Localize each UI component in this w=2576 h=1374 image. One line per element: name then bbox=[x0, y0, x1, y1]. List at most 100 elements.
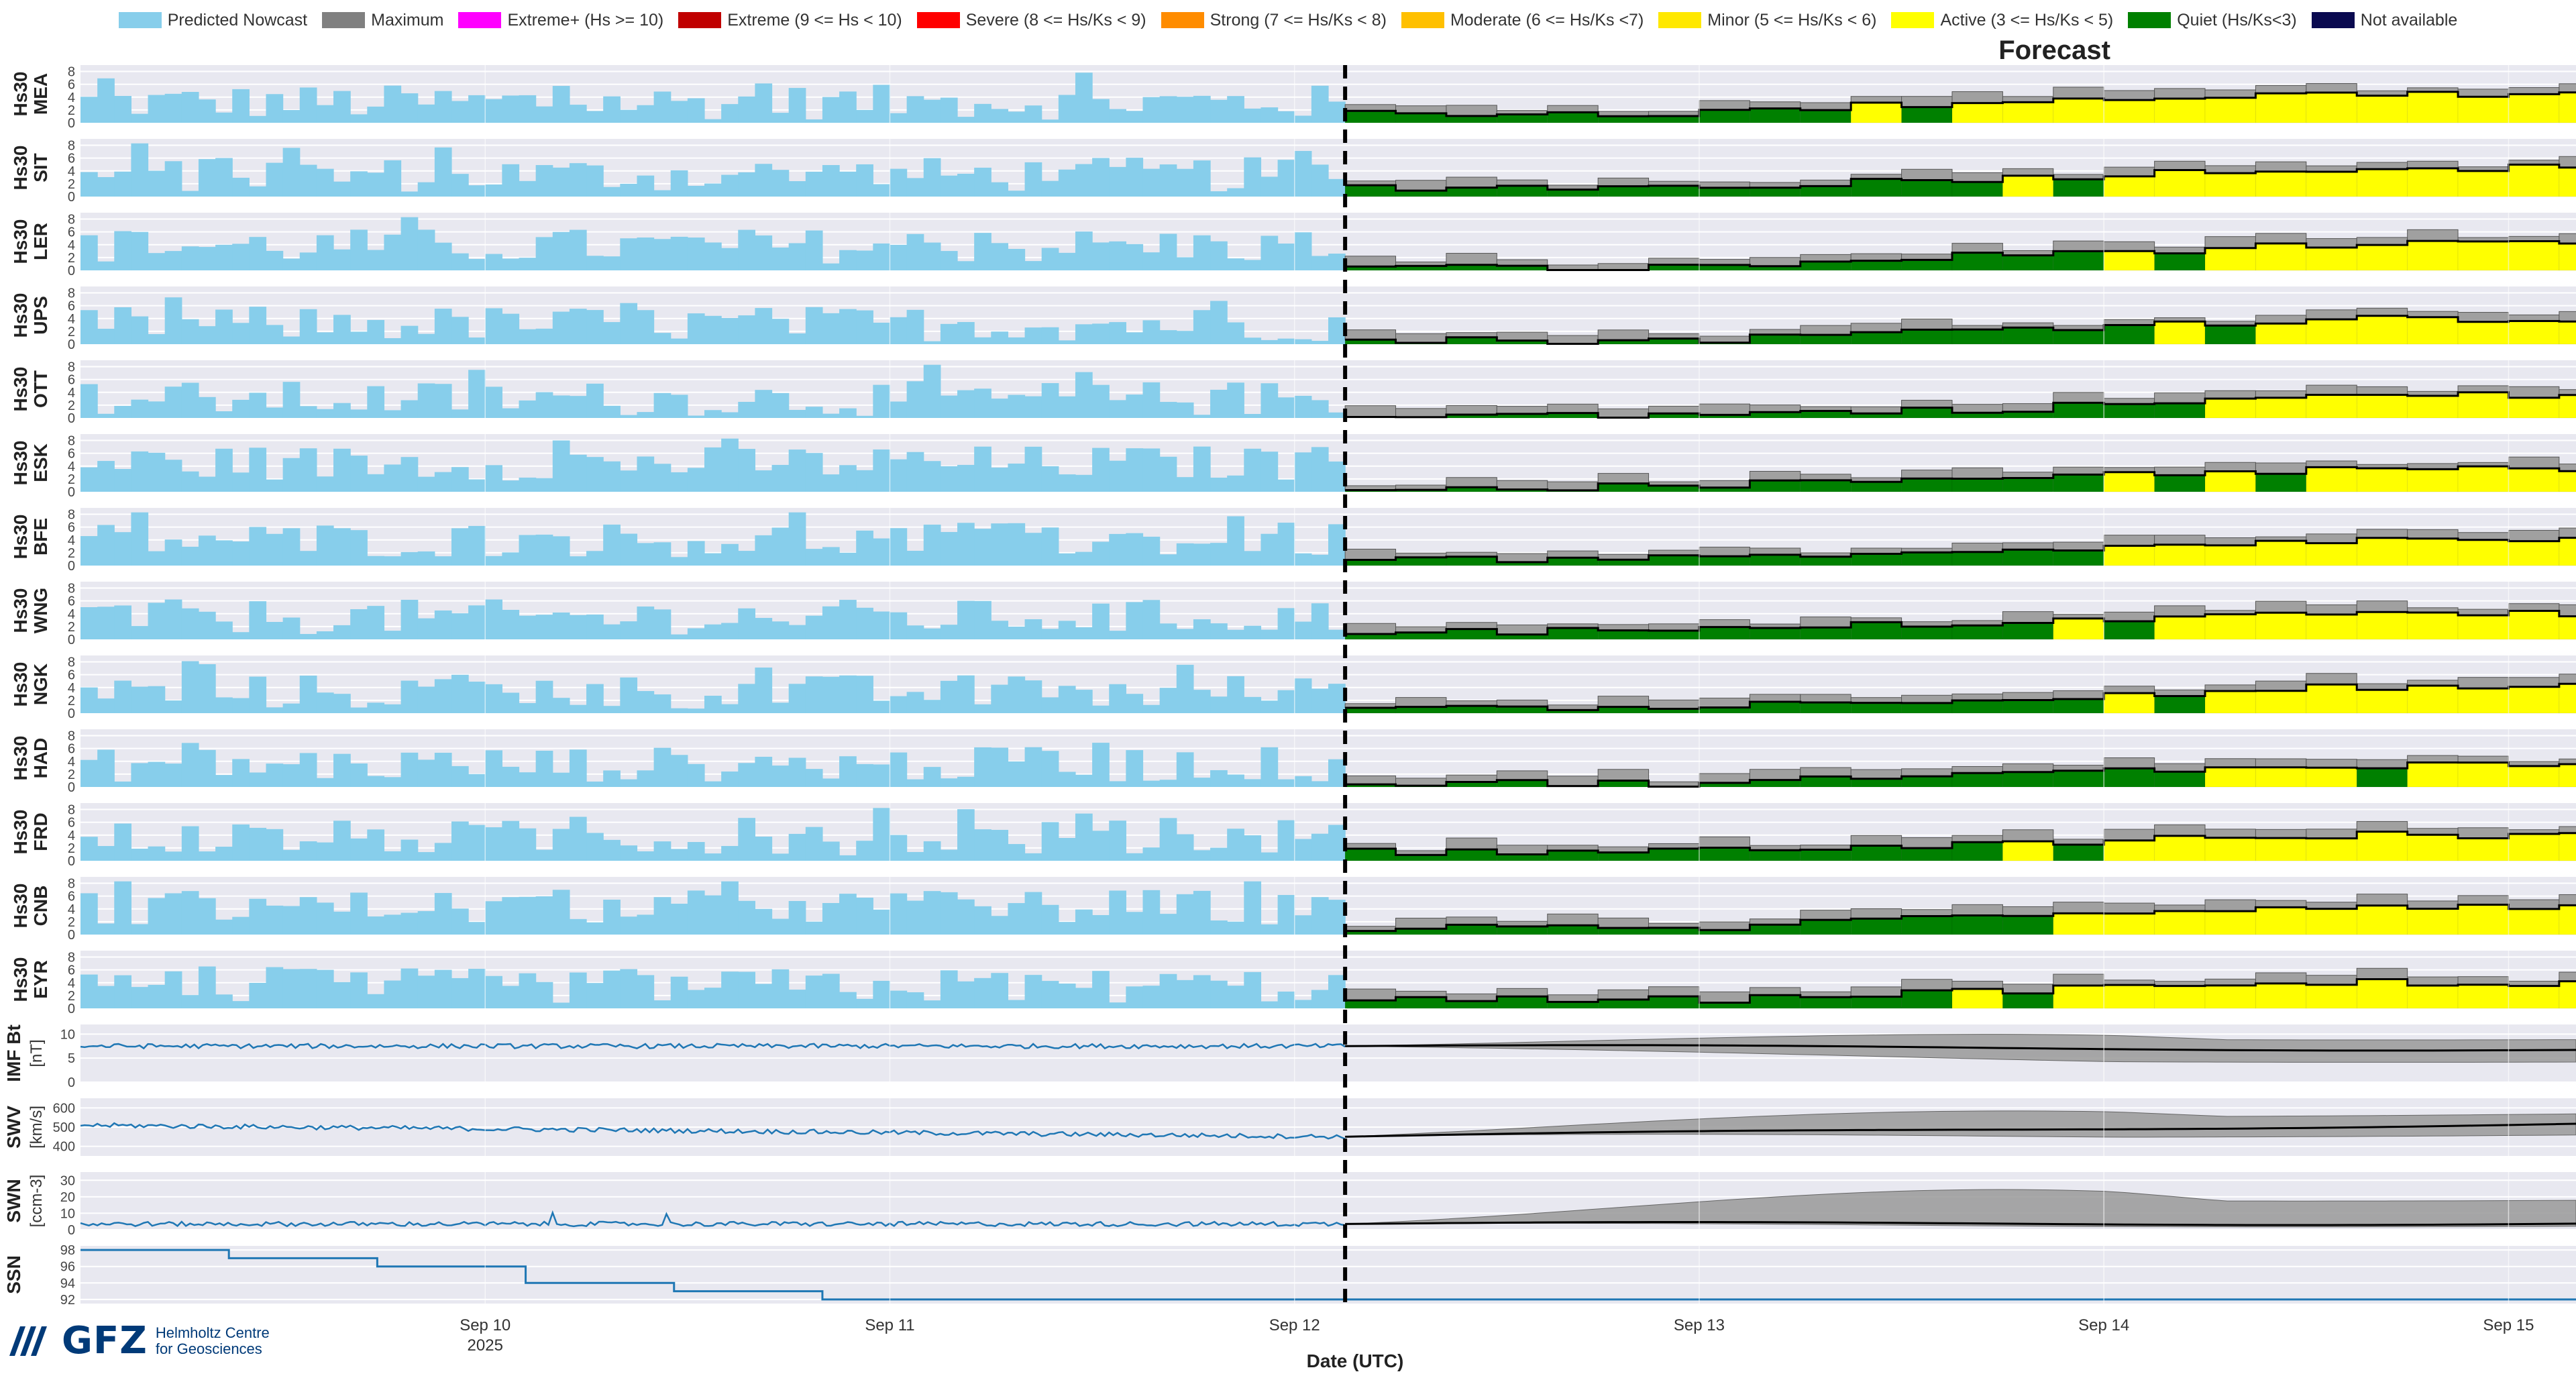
nowcast-bar bbox=[114, 823, 132, 861]
legend-item[interactable]: Extreme (9 <= Hs < 10) bbox=[678, 11, 902, 30]
nowcast-bar bbox=[788, 243, 806, 270]
nowcast-bar bbox=[198, 99, 216, 123]
forecast-bar bbox=[1901, 776, 1953, 788]
forecast-max-bar bbox=[1850, 908, 1902, 919]
legend-item[interactable]: Moderate (6 <= Hs/Ks <7) bbox=[1401, 11, 1644, 30]
legend-item[interactable]: Predicted Nowcast bbox=[118, 11, 307, 30]
forecast-max-bar bbox=[1951, 243, 2003, 254]
nowcast-bar bbox=[164, 893, 182, 935]
forecast-bar bbox=[1547, 557, 1599, 566]
forecast-bar bbox=[2306, 543, 2357, 566]
forecast-bar bbox=[1446, 556, 1497, 566]
nowcast-bar bbox=[873, 700, 891, 713]
nowcast-bar bbox=[653, 91, 672, 123]
nowcast-bar bbox=[1311, 833, 1329, 861]
nowcast-bar bbox=[148, 761, 166, 787]
nowcast-bar bbox=[873, 611, 891, 639]
nowcast-bar bbox=[266, 94, 284, 123]
forecast-bar bbox=[1597, 852, 1649, 861]
nowcast-bar bbox=[350, 114, 368, 123]
nowcast-bar bbox=[755, 470, 773, 492]
nowcast-bar bbox=[738, 608, 756, 639]
forecast-bar bbox=[1850, 918, 1902, 935]
legend-swatch bbox=[2311, 12, 2355, 28]
forecast-bar bbox=[1547, 924, 1599, 935]
nowcast-bar bbox=[215, 448, 233, 492]
legend-item[interactable]: Extreme+ (Hs >= 10) bbox=[458, 11, 663, 30]
legend-item[interactable]: Maximum bbox=[322, 11, 443, 30]
nowcast-bar bbox=[367, 106, 385, 123]
nowcast-bar bbox=[788, 833, 806, 861]
nowcast-bar bbox=[940, 395, 958, 418]
nowcast-bar bbox=[316, 692, 334, 713]
legend-swatch bbox=[118, 12, 162, 28]
y-axis-label: Hs30 bbox=[10, 884, 31, 929]
forecast-max-bar bbox=[1699, 921, 1750, 931]
nowcast-bar bbox=[485, 99, 502, 123]
nowcast-bar bbox=[738, 971, 756, 1008]
legend-item[interactable]: Not available bbox=[2311, 11, 2457, 30]
nowcast-bar bbox=[569, 229, 587, 270]
forecast-bar bbox=[1344, 848, 1396, 861]
nowcast-bar bbox=[1260, 533, 1279, 566]
y-tick-label: 98 bbox=[60, 1243, 75, 1258]
forecast-max-bar bbox=[1800, 254, 1851, 262]
y-axis-label: SWN bbox=[3, 1179, 24, 1222]
forecast-bar bbox=[1648, 848, 1700, 861]
nowcast-bar bbox=[552, 167, 570, 197]
legend-item[interactable]: Minor (5 <= Hs/Ks < 6) bbox=[1658, 11, 1876, 30]
forecast-bar bbox=[2559, 243, 2576, 271]
forecast-max-bar bbox=[1800, 910, 1851, 920]
nowcast-bar bbox=[451, 317, 469, 344]
nowcast-bar bbox=[535, 534, 553, 566]
forecast-max-bar bbox=[2457, 89, 2509, 97]
forecast-bar bbox=[2559, 537, 2576, 566]
nowcast-bar bbox=[282, 969, 301, 1008]
nowcast-bar bbox=[687, 708, 705, 713]
nowcast-bar bbox=[721, 845, 739, 861]
nowcast-bar bbox=[822, 97, 840, 123]
forecast-bar bbox=[2103, 984, 2155, 1009]
legend-item[interactable]: Quiet (Hs/Ks<3) bbox=[2128, 11, 2297, 30]
forecast-bar bbox=[1800, 776, 1851, 788]
nowcast-bar bbox=[384, 777, 402, 787]
forecast-max-bar bbox=[1446, 253, 1497, 266]
nowcast-bar bbox=[569, 309, 587, 344]
nowcast-bar bbox=[890, 528, 908, 566]
forecast-max-bar bbox=[2559, 83, 2576, 93]
nowcast-bar bbox=[131, 143, 149, 197]
nowcast-bar bbox=[468, 825, 486, 861]
forecast-max-bar bbox=[2457, 312, 2509, 323]
forecast-bar bbox=[2255, 171, 2307, 197]
forecast-max-bar bbox=[2306, 533, 2357, 544]
forecast-bar bbox=[1750, 554, 1801, 566]
legend-item[interactable]: Strong (7 <= Hs/Ks < 8) bbox=[1161, 11, 1387, 30]
forecast-max-bar bbox=[1749, 405, 1801, 413]
nowcast-bar bbox=[299, 309, 317, 344]
nowcast-bar bbox=[991, 331, 1009, 344]
forecast-max-bar bbox=[1597, 177, 1650, 187]
forecast-bar bbox=[2103, 403, 2155, 419]
nowcast-bar bbox=[569, 396, 587, 418]
legend-item[interactable]: Severe (8 <= Hs/Ks < 9) bbox=[916, 11, 1146, 30]
nowcast-bar bbox=[704, 781, 722, 787]
nowcast-bar bbox=[131, 113, 149, 123]
nowcast-bar bbox=[316, 969, 334, 1008]
forecast-median-line bbox=[1345, 465, 2576, 492]
forecast-max-bar bbox=[2053, 902, 2104, 914]
nowcast-bar bbox=[1328, 461, 1346, 492]
x-tick-label: Sep 12 bbox=[1269, 1316, 1320, 1334]
legend-item[interactable]: Active (3 <= Hs/Ks < 5) bbox=[1891, 11, 2113, 30]
station-code-label: SIT bbox=[30, 153, 51, 182]
nowcast-bar bbox=[1193, 446, 1211, 492]
nowcast-bar bbox=[1311, 256, 1329, 270]
station-code-label: EYR bbox=[30, 960, 51, 999]
nowcast-bar bbox=[1277, 160, 1295, 197]
nowcast-bar bbox=[1058, 772, 1076, 787]
forecast-bar bbox=[1648, 927, 1700, 935]
forecast-max-bar bbox=[2255, 972, 2307, 984]
nowcast-bar bbox=[485, 901, 502, 935]
forecast-max-bar bbox=[1395, 408, 1447, 418]
y-tick-label: 6 bbox=[68, 668, 75, 683]
nowcast-bar bbox=[1260, 176, 1279, 197]
